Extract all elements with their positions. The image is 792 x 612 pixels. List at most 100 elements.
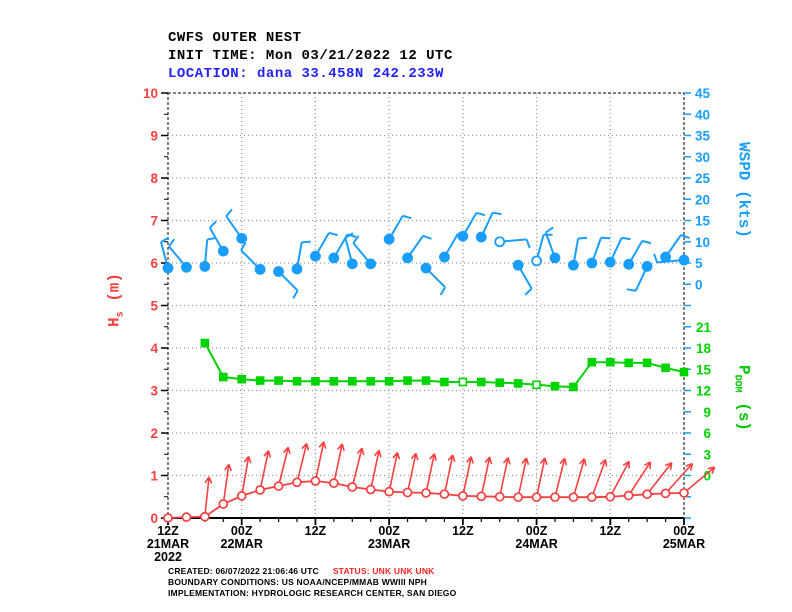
wspd-marker (420, 262, 432, 274)
pdom-marker (532, 380, 541, 390)
wspd-tick-label: 10 (695, 235, 710, 250)
left-tick-label: 0 (150, 511, 158, 526)
x-tick-time: 00Z (525, 524, 548, 538)
hs-marker (292, 477, 302, 488)
hs-direction-arrow (462, 456, 472, 497)
wspd-marker (641, 260, 653, 272)
wspd-marker (217, 245, 229, 257)
hs-direction-arrow (591, 459, 607, 498)
hs-direction-arrow (443, 454, 454, 495)
wind-barb-flag (601, 236, 611, 240)
hs-arrow-head (433, 453, 438, 461)
x-tick-date: 25MAR (662, 537, 706, 551)
wspd-marker (531, 255, 542, 267)
pdom-marker (605, 357, 615, 367)
footer-created: CREATED: 06/07/2022 21:06:46 UTC (168, 566, 319, 576)
footer-implementation-line: IMPLEMENTATION: HYDROLOGIC RESEARCH CENT… (168, 588, 457, 598)
pdom-tick-label: 12 (696, 384, 711, 399)
hs-arrow-head (322, 441, 327, 449)
hs-direction-arrow (664, 463, 693, 494)
x-tick-time: 00Z (230, 524, 253, 538)
hs-direction-arrow (259, 450, 270, 491)
pdom-marker (513, 379, 523, 388)
hs-arrow-head (204, 476, 210, 484)
wspd-tick-label: 20 (695, 192, 710, 207)
hs-direction-arrow (646, 462, 673, 495)
pdom-marker (255, 376, 265, 385)
hs-arrow-head (622, 460, 630, 466)
wspd-marker (199, 260, 211, 272)
hs-arrow-head (521, 457, 528, 464)
hs-arrow-head (318, 441, 325, 448)
hs-arrow-head (228, 464, 233, 472)
left-tick-label: 1 (150, 469, 158, 484)
pdom-marker (661, 363, 670, 373)
left-tick-label: 10 (143, 86, 158, 101)
hs-arrow-head (579, 458, 586, 465)
wspd-marker (291, 263, 303, 275)
hs-arrow-head (643, 461, 651, 467)
wspd-marker (660, 251, 671, 263)
pdom-marker (366, 376, 376, 386)
hs-arrow-head (707, 466, 715, 470)
hs-marker (679, 488, 689, 498)
hs-arrow-head (451, 454, 456, 463)
hs-marker (329, 478, 339, 488)
wind-barb-flag (209, 220, 217, 229)
hs-arrow-head (447, 454, 454, 461)
wspd-marker (549, 252, 561, 264)
hs-direction-arrow (277, 447, 290, 487)
pdom-marker (458, 377, 468, 387)
hs-arrow-head (466, 456, 472, 463)
hs-direction-arrow (204, 476, 210, 517)
hs-direction-arrow (554, 458, 566, 498)
wind-barb-flag (352, 235, 360, 244)
hs-arrow-head (649, 461, 652, 469)
left-tick-label: 2 (150, 426, 158, 441)
footer-boundary-line: BOUNDARY CONDITIONS: US NOAA/NCEP/MMAB W… (168, 577, 427, 587)
location-line: LOCATION: dana 33.458N 242.233W (168, 66, 444, 82)
wspd-marker (568, 259, 579, 271)
hs-direction-arrow (333, 443, 343, 484)
pdom-marker (311, 376, 320, 386)
pdom-tick-label: 21 (696, 320, 712, 335)
hs-arrow-head (544, 457, 548, 465)
wind-barb-flag (476, 211, 486, 217)
pdom-marker (403, 376, 412, 385)
hs-marker (218, 499, 229, 509)
wspd-marker (365, 258, 377, 270)
wspd-marker (623, 258, 635, 270)
wspd-marker (475, 231, 487, 243)
hs-direction-arrow (517, 457, 528, 498)
pdom-tick-label: 6 (703, 426, 711, 441)
pdom-marker (569, 382, 578, 392)
wspd-marker (346, 258, 358, 270)
hs-arrow-head (604, 459, 608, 467)
pdom-marker (347, 376, 357, 386)
wspd-tick-label: 40 (695, 107, 710, 122)
hs-direction-arrow (240, 456, 250, 497)
pdom-marker (292, 376, 302, 386)
wind-barb-flag (626, 288, 636, 292)
hs-marker (365, 484, 376, 495)
pdom-marker (421, 376, 431, 385)
wind-barb-flag (328, 231, 338, 237)
wind-barb-flag (402, 214, 412, 220)
pdom-marker (550, 381, 560, 391)
hs-arrow-head (685, 462, 693, 467)
hs-arrow-head (415, 453, 419, 461)
hs-marker (605, 491, 616, 502)
right-axis-title-wspd: WSPD (kts) (734, 141, 753, 239)
hs-marker (310, 476, 321, 486)
wind-barb-flag (578, 236, 588, 240)
x-tick-time: 12Z (599, 524, 622, 538)
hs-arrow-head (711, 466, 716, 475)
wind-barb-flag (492, 211, 502, 216)
hs-marker (513, 492, 523, 503)
hs-direction-arrow (369, 450, 380, 490)
left-tick-label: 8 (150, 171, 158, 186)
hs-arrow-head (429, 453, 435, 460)
page-title: CWFS OUTER NEST (168, 30, 302, 46)
hs-arrow-head (559, 457, 566, 465)
